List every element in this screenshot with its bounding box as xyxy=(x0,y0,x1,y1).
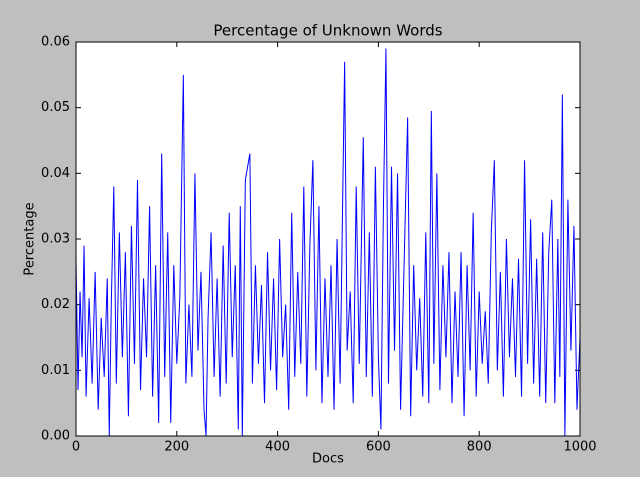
x-tick-label: 800 xyxy=(467,440,492,455)
data-line xyxy=(75,48,581,437)
y-tick-label: 0.05 xyxy=(41,100,70,115)
x-tick-label: 400 xyxy=(265,440,290,455)
y-tick-label: 0.06 xyxy=(41,35,70,50)
y-tick-label: 0.00 xyxy=(41,429,70,444)
x-axis-label: Docs xyxy=(312,452,344,467)
x-tick-label: 200 xyxy=(164,440,189,455)
chart-title: Percentage of Unknown Words xyxy=(213,22,442,40)
x-tick-label: 1000 xyxy=(563,440,596,455)
y-tick-label: 0.02 xyxy=(41,297,70,312)
y-tick-label: 0.03 xyxy=(41,232,70,247)
y-tick-label: 0.04 xyxy=(41,166,70,181)
plot-frame xyxy=(75,41,581,437)
x-tick-label: 600 xyxy=(366,440,391,455)
x-tick-label: 0 xyxy=(72,440,80,455)
y-axis-label: Percentage xyxy=(23,202,38,275)
y-tick-label: 0.01 xyxy=(41,363,70,378)
